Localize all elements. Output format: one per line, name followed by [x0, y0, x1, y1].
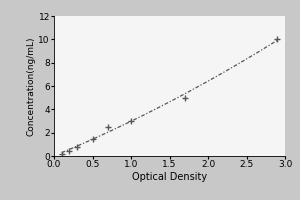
X-axis label: Optical Density: Optical Density [132, 172, 207, 182]
Y-axis label: Concentration(ng/mL): Concentration(ng/mL) [27, 36, 36, 136]
